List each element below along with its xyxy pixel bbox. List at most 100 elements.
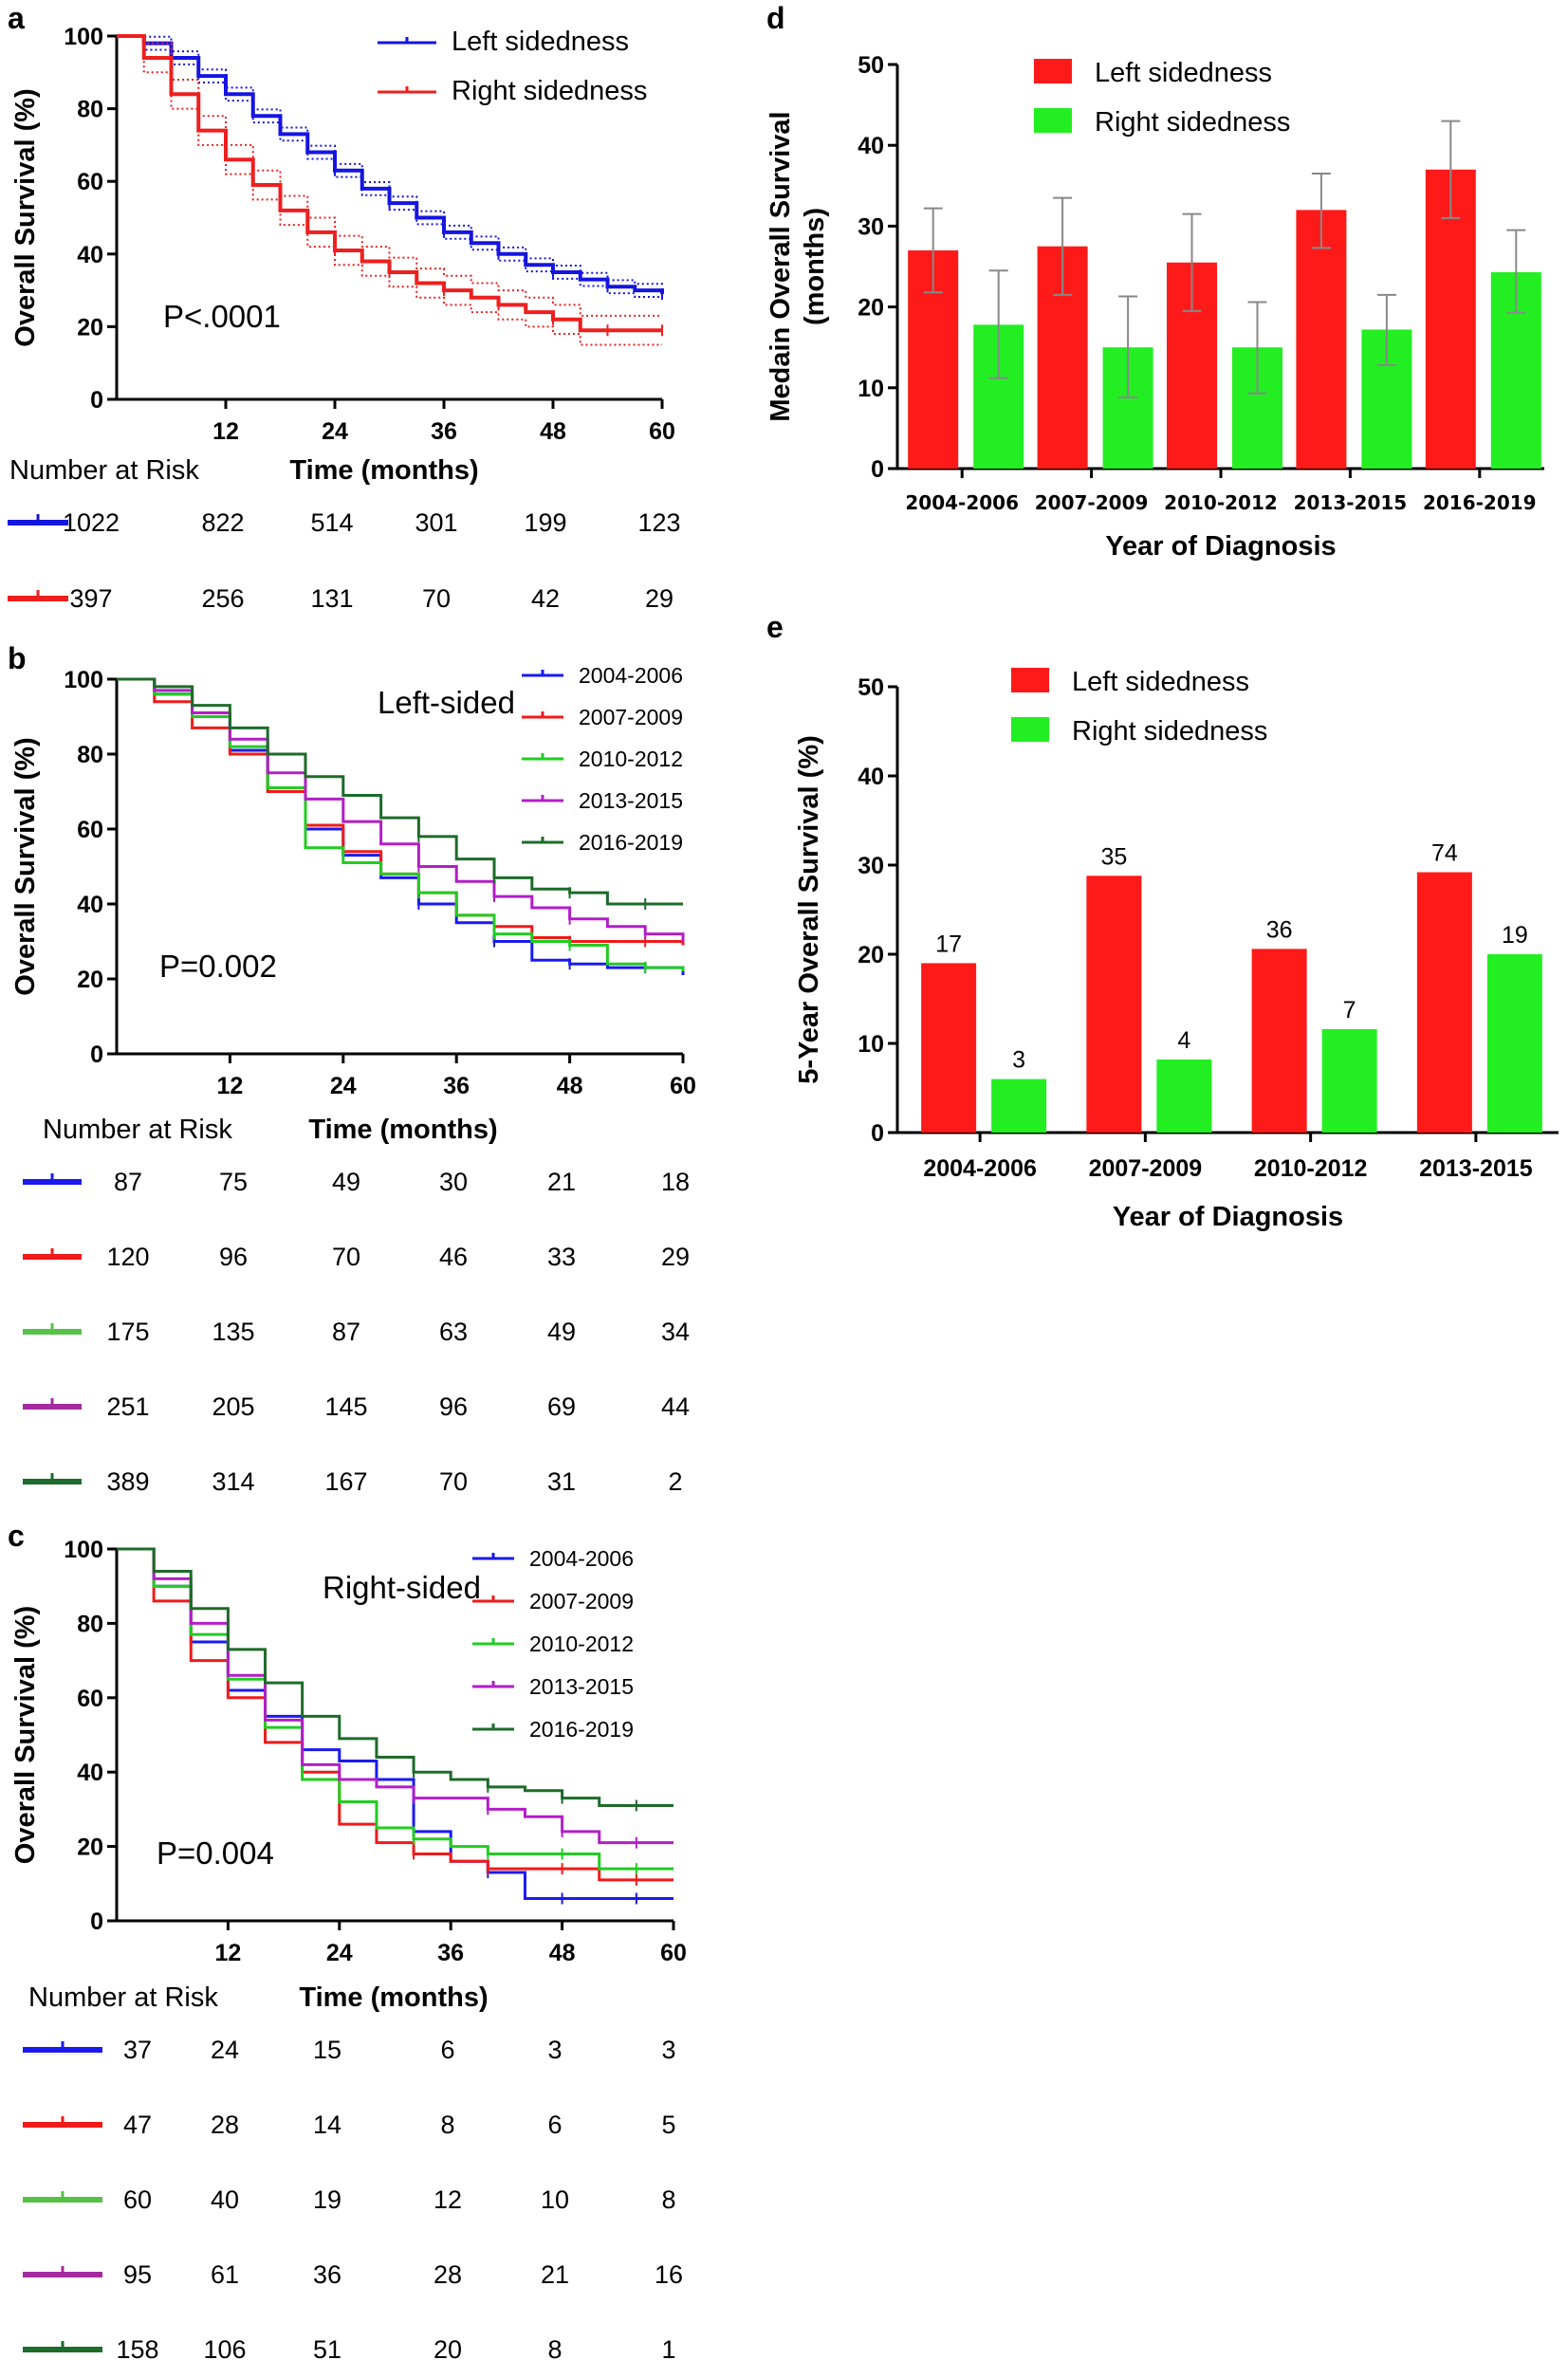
- x-tick-label-c: 48: [549, 1940, 576, 1966]
- risk-count-a: 301: [415, 508, 457, 537]
- risk-count-a: 199: [524, 508, 566, 537]
- risk-count-a: 29: [645, 584, 673, 613]
- y-tick-label-d: 10: [858, 376, 884, 402]
- y-tick-label-b: 40: [77, 892, 103, 918]
- risk-count-b: 75: [219, 1168, 248, 1196]
- y-axis-title-e: 5-Year Overall Survival (%): [794, 735, 824, 1084]
- risk-count-a: 1022: [63, 508, 120, 537]
- risk-count-b: 30: [439, 1168, 468, 1196]
- risk-count-b: 87: [114, 1168, 142, 1196]
- bar-d-0: [1296, 210, 1347, 470]
- y-axis-title-d: Medain Overall Survival: [766, 111, 796, 421]
- legend-label-e-1: Right sidedness: [1072, 716, 1267, 747]
- risk-count-c: 3: [661, 2036, 675, 2064]
- bar-e-0: [1251, 949, 1307, 1133]
- risk-count-c: 6: [440, 2036, 454, 2064]
- risk-count-b: 49: [547, 1318, 576, 1346]
- risk-count-b: 145: [324, 1392, 367, 1421]
- x-tick-label-b: 48: [557, 1073, 583, 1099]
- y-tick-label-d: 30: [858, 213, 884, 240]
- risk-count-b: 135: [212, 1318, 254, 1346]
- x-tick-label-a: 24: [322, 418, 348, 445]
- legend-swatch-e-1: [1011, 717, 1049, 742]
- risk-count-c: 10: [541, 2185, 569, 2214]
- x-tick-label-b: 24: [330, 1073, 357, 1099]
- risk-count-c: 3: [547, 2036, 562, 2064]
- legend-swatch-e-0: [1011, 668, 1049, 692]
- risk-count-b: 120: [106, 1243, 149, 1271]
- y-tick-label-e: 20: [858, 942, 884, 968]
- risk-count-b: 18: [661, 1168, 690, 1196]
- risk-count-c: 12: [434, 2185, 462, 2214]
- risk-count-a: 70: [422, 584, 451, 613]
- p-value-a: P<.0001: [163, 299, 281, 334]
- data-label-e: 7: [1343, 997, 1356, 1023]
- y-tick-label-d: 50: [858, 52, 884, 79]
- data-label-e: 3: [1012, 1047, 1025, 1074]
- x-tick-label-c: 36: [437, 1940, 464, 1966]
- risk-count-b: 70: [332, 1243, 360, 1271]
- risk-count-c: 8: [661, 2185, 675, 2214]
- bar-e-0: [921, 963, 977, 1133]
- legend-label-e-0: Left sidedness: [1072, 667, 1249, 697]
- y-tick-label-a: 0: [90, 387, 103, 414]
- legend-label-c-3: 2013-2015: [529, 1674, 634, 1699]
- category-label-d: 2010-2012: [1164, 491, 1278, 514]
- risk-count-c: 106: [203, 2335, 246, 2360]
- y-tick-label-c: 40: [77, 1760, 103, 1786]
- risk-count-a: 397: [69, 584, 112, 613]
- risk-count-b: 69: [547, 1392, 576, 1421]
- y-tick-label-d: 20: [858, 295, 884, 322]
- risk-count-c: 47: [123, 2111, 152, 2139]
- risk-count-c: 28: [434, 2260, 462, 2289]
- category-label-e: 2004-2006: [923, 1155, 1037, 1182]
- y-tick-label-a: 80: [77, 97, 103, 123]
- risk-count-a: 42: [531, 584, 560, 613]
- survival-curve-c-2: [117, 1547, 673, 1871]
- x-tick-label-c: 12: [214, 1940, 241, 1966]
- x-axis-title-b: Time (months): [308, 1115, 497, 1145]
- risk-count-b: 44: [661, 1392, 690, 1421]
- risk-count-a: 123: [637, 508, 680, 537]
- legend-swatch-d-1: [1034, 108, 1072, 133]
- legend-label-b-3: 2013-2015: [579, 788, 683, 813]
- x-axis-title-c: Time (months): [299, 1982, 488, 2013]
- y-tick-label-a: 60: [77, 169, 103, 195]
- risk-count-b: 46: [439, 1243, 468, 1271]
- legend-label-b-2: 2010-2012: [579, 747, 683, 771]
- category-label-d: 2016-2019: [1423, 491, 1537, 514]
- data-label-e: 17: [935, 931, 962, 957]
- survival-curve-c-0: [117, 1547, 673, 1900]
- bar-e-1: [991, 1079, 1047, 1133]
- y-tick-label-b: 0: [90, 1042, 103, 1068]
- risk-count-c: 8: [547, 2335, 562, 2360]
- survival-curve-a-0: [117, 34, 664, 294]
- risk-count-b: 96: [439, 1392, 468, 1421]
- legend-label-b-0: 2004-2006: [579, 663, 683, 688]
- risk-count-b: 96: [219, 1243, 248, 1271]
- bar-d-0: [1425, 169, 1476, 469]
- risk-count-b: 167: [324, 1467, 367, 1496]
- x-tick-label-a: 60: [649, 418, 675, 445]
- x-tick-label-b: 60: [670, 1073, 696, 1099]
- risk-count-a: 822: [201, 508, 244, 537]
- y-tick-label-e: 30: [858, 853, 884, 879]
- panel-title-b: Left-sided: [378, 685, 515, 720]
- risk-count-c: 5: [661, 2111, 675, 2139]
- legend-label-d-1: Right sidedness: [1095, 107, 1290, 138]
- risk-count-c: 40: [211, 2185, 239, 2214]
- risk-table-title-a: Number at Risk: [9, 455, 199, 486]
- risk-count-c: 21: [541, 2260, 569, 2289]
- risk-count-c: 20: [434, 2335, 462, 2360]
- x-axis-title-d: Year of Diagnosis: [1105, 531, 1336, 562]
- y-tick-label-e: 0: [871, 1120, 884, 1147]
- y-tick-label-b: 80: [77, 742, 103, 768]
- category-label-d: 2004-2006: [905, 491, 1019, 514]
- y-tick-label-c: 0: [90, 1908, 103, 1935]
- risk-count-c: 8: [440, 2111, 454, 2139]
- category-label-e: 2007-2009: [1089, 1155, 1203, 1182]
- risk-count-b: 33: [547, 1243, 576, 1271]
- y-tick-label-d: 0: [871, 456, 884, 483]
- risk-count-c: 37: [123, 2036, 152, 2064]
